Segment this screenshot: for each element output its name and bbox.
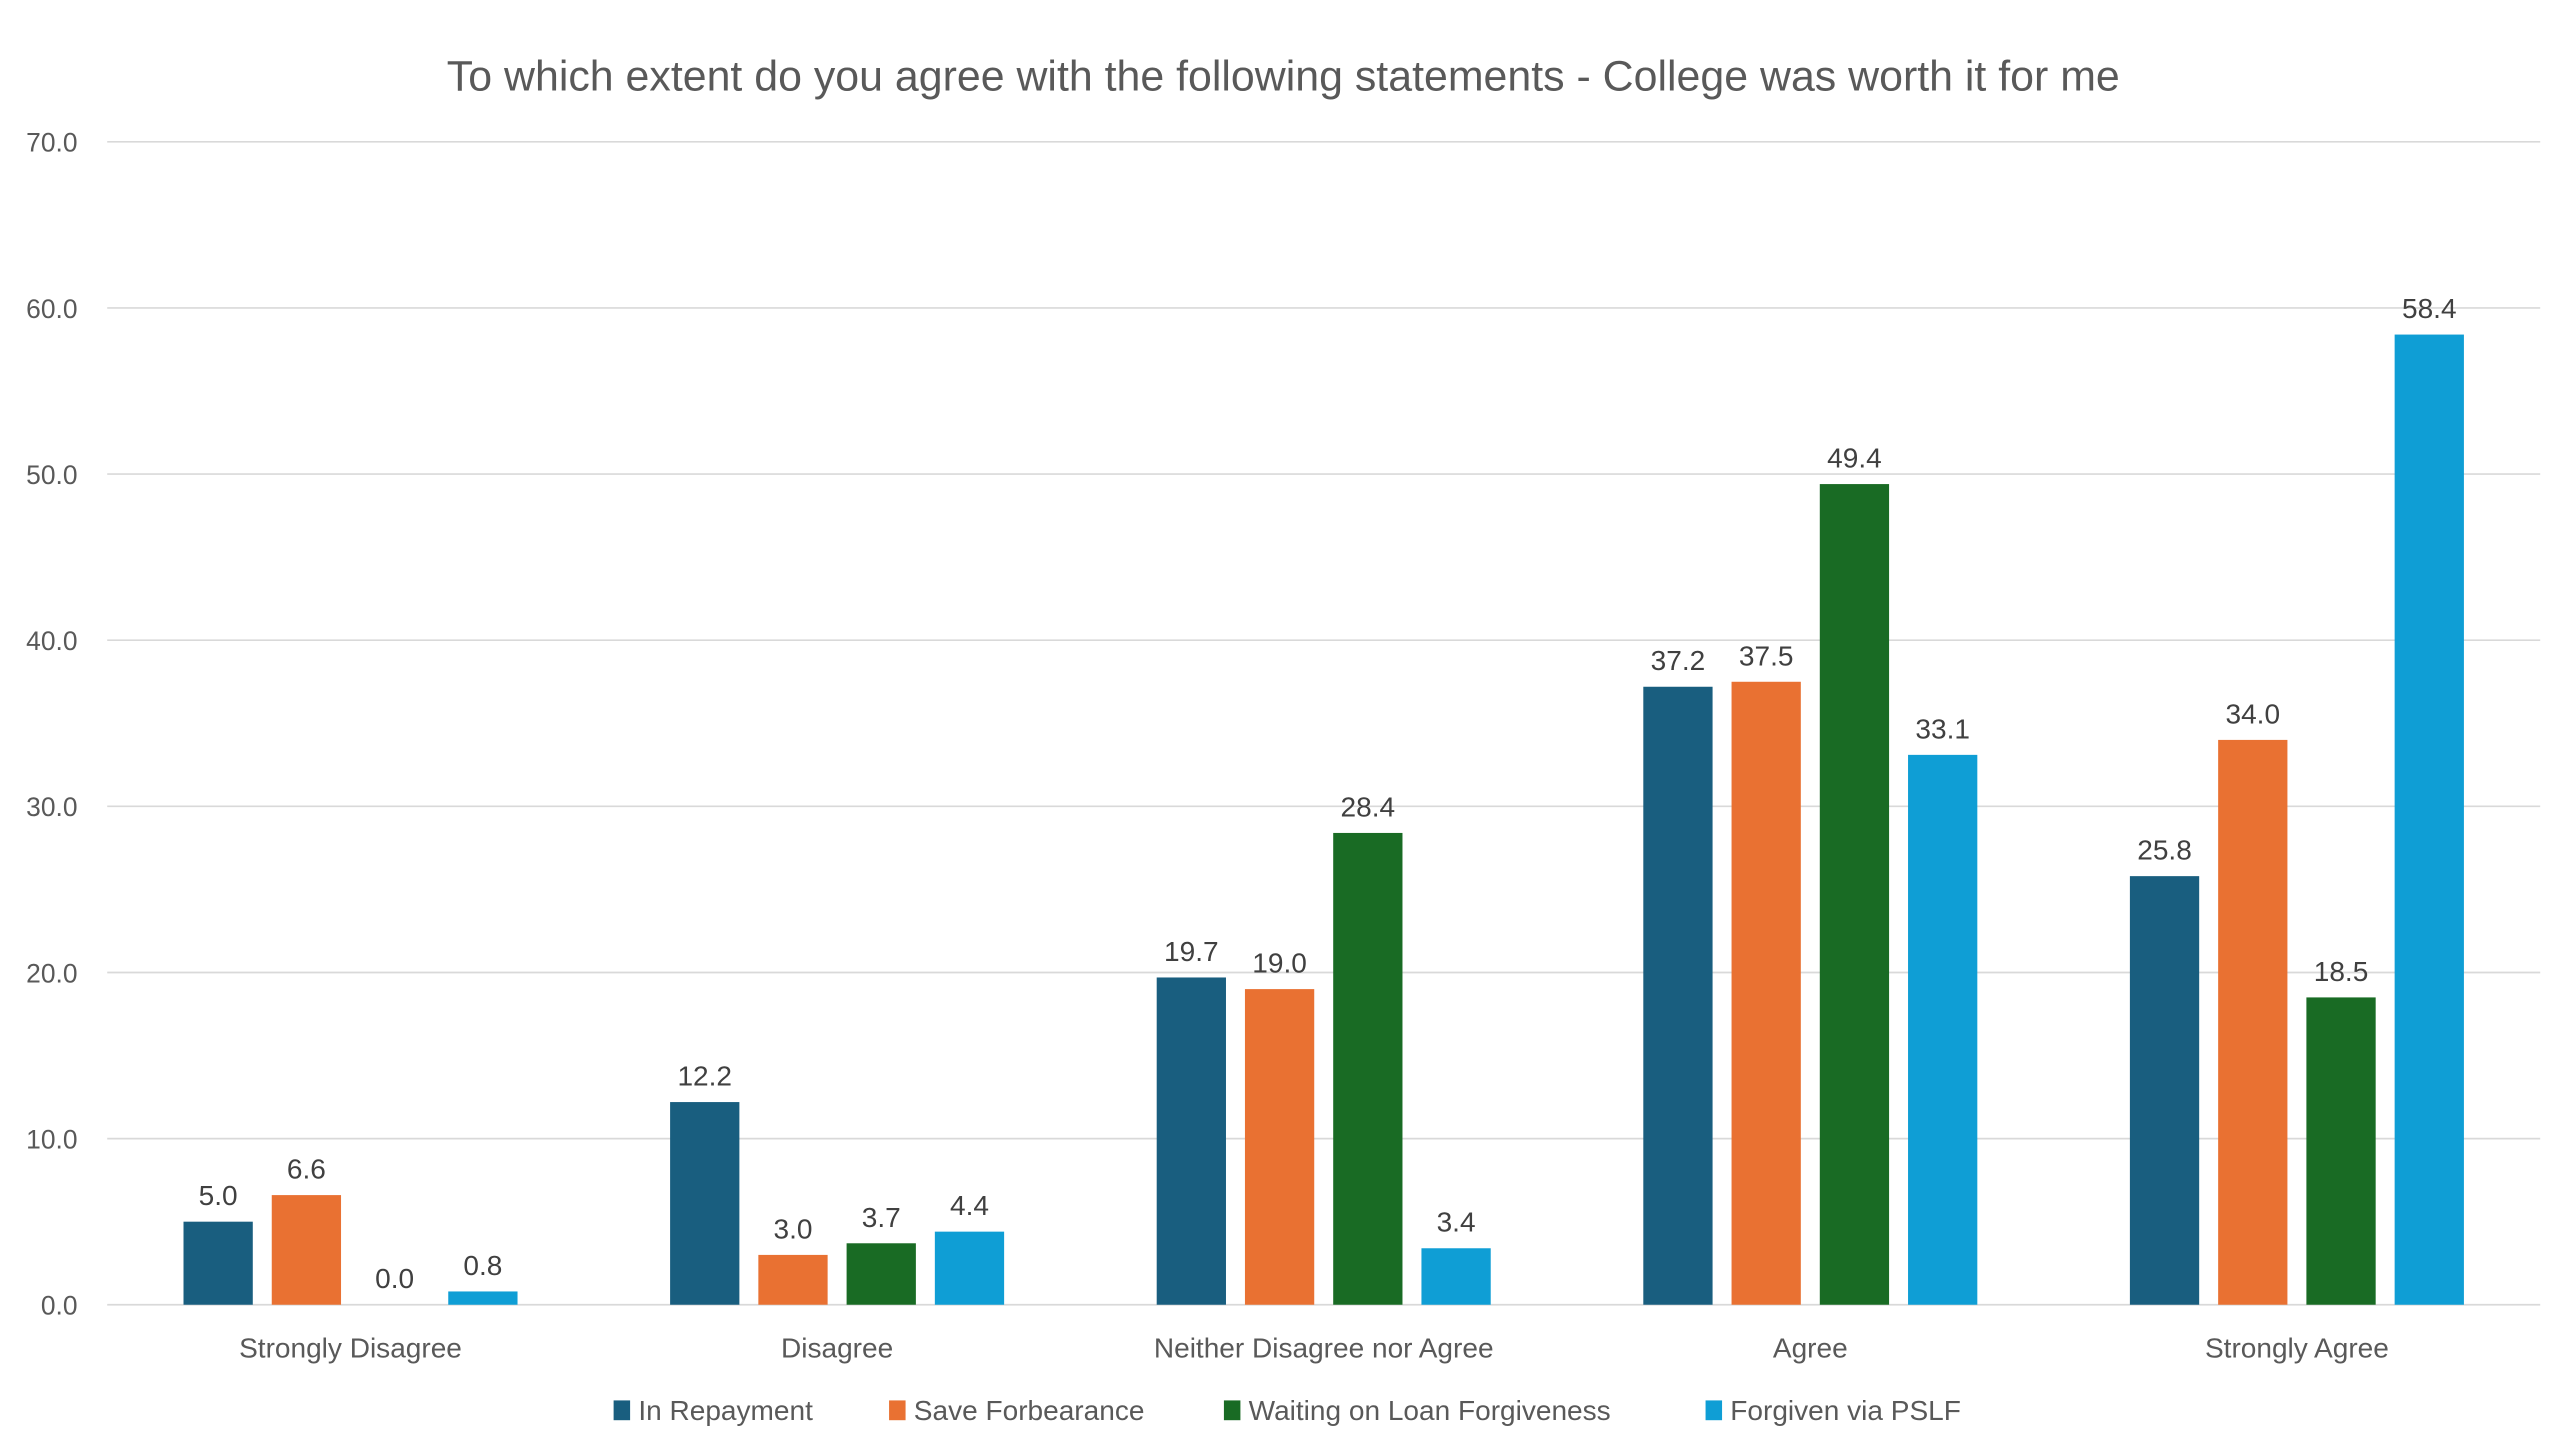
bar [670, 1102, 740, 1305]
bar [1731, 681, 1801, 1305]
data-label: 0.0 [375, 1263, 414, 1294]
data-label: 18.5 [2314, 956, 2369, 987]
chart-title: To which extent do you agree with the fo… [447, 53, 2120, 101]
bar [271, 1195, 342, 1305]
bar [1333, 832, 1403, 1305]
bar [2218, 739, 2288, 1305]
y-tick-label: 50.0 [26, 460, 77, 490]
bar [846, 1243, 916, 1305]
data-label: 19.0 [1252, 948, 1307, 979]
bar [758, 1254, 828, 1305]
data-label: 6.6 [287, 1154, 326, 1185]
data-label: 49.4 [1827, 443, 1882, 474]
legend-swatch [889, 1400, 906, 1421]
bar [183, 1221, 253, 1305]
legend-swatch [613, 1400, 631, 1421]
data-label: 3.0 [774, 1213, 813, 1244]
data-label: 3.7 [862, 1202, 901, 1233]
legend-label: In Repayment [638, 1395, 813, 1426]
data-label: 28.4 [1341, 791, 1396, 822]
data-label: 3.4 [1437, 1207, 1476, 1238]
bar [1156, 977, 1226, 1305]
bar [2394, 334, 2464, 1305]
data-label: 58.4 [2402, 293, 2457, 324]
y-tick-label: 60.0 [26, 294, 77, 324]
x-category-label: Strongly Agree [2205, 1333, 2389, 1364]
bar [1908, 754, 1978, 1305]
legend-label: Save Forbearance [914, 1395, 1145, 1426]
y-tick-label: 10.0 [26, 1125, 77, 1155]
bar [1244, 989, 1315, 1305]
data-label: 34.0 [2226, 698, 2281, 729]
legend-swatch [1705, 1400, 1723, 1421]
x-category-label: Disagree [781, 1333, 893, 1364]
data-label: 0.8 [463, 1250, 502, 1281]
y-tick-label: 30.0 [26, 792, 77, 822]
x-category-label: Strongly Disagree [239, 1333, 462, 1364]
data-label: 37.2 [1651, 645, 1706, 676]
data-label: 33.1 [1915, 713, 1970, 744]
bar [2129, 876, 2200, 1305]
bar [1643, 686, 1713, 1305]
bar [2306, 997, 2376, 1305]
data-label: 37.5 [1739, 640, 1794, 671]
data-label: 12.2 [677, 1061, 732, 1092]
legend-label: Forgiven via PSLF [1730, 1395, 1961, 1426]
bar [934, 1231, 1005, 1305]
data-label: 4.4 [950, 1190, 989, 1221]
bar [1421, 1248, 1491, 1305]
data-label: 19.7 [1164, 936, 1219, 967]
y-tick-label: 20.0 [26, 958, 77, 988]
x-category-label: Neither Disagree nor Agree [1154, 1333, 1494, 1364]
bar [448, 1291, 518, 1305]
y-tick-label: 40.0 [26, 626, 77, 656]
x-category-label: Agree [1773, 1333, 1848, 1364]
y-tick-label: 0.0 [41, 1291, 78, 1321]
bar [1819, 484, 1890, 1305]
data-label: 25.8 [2137, 835, 2192, 866]
y-tick-label: 70.0 [26, 128, 77, 158]
legend-label: Waiting on Loan Forgiveness [1249, 1395, 1611, 1426]
data-label: 5.0 [199, 1180, 238, 1211]
legend-swatch [1223, 1400, 1241, 1421]
